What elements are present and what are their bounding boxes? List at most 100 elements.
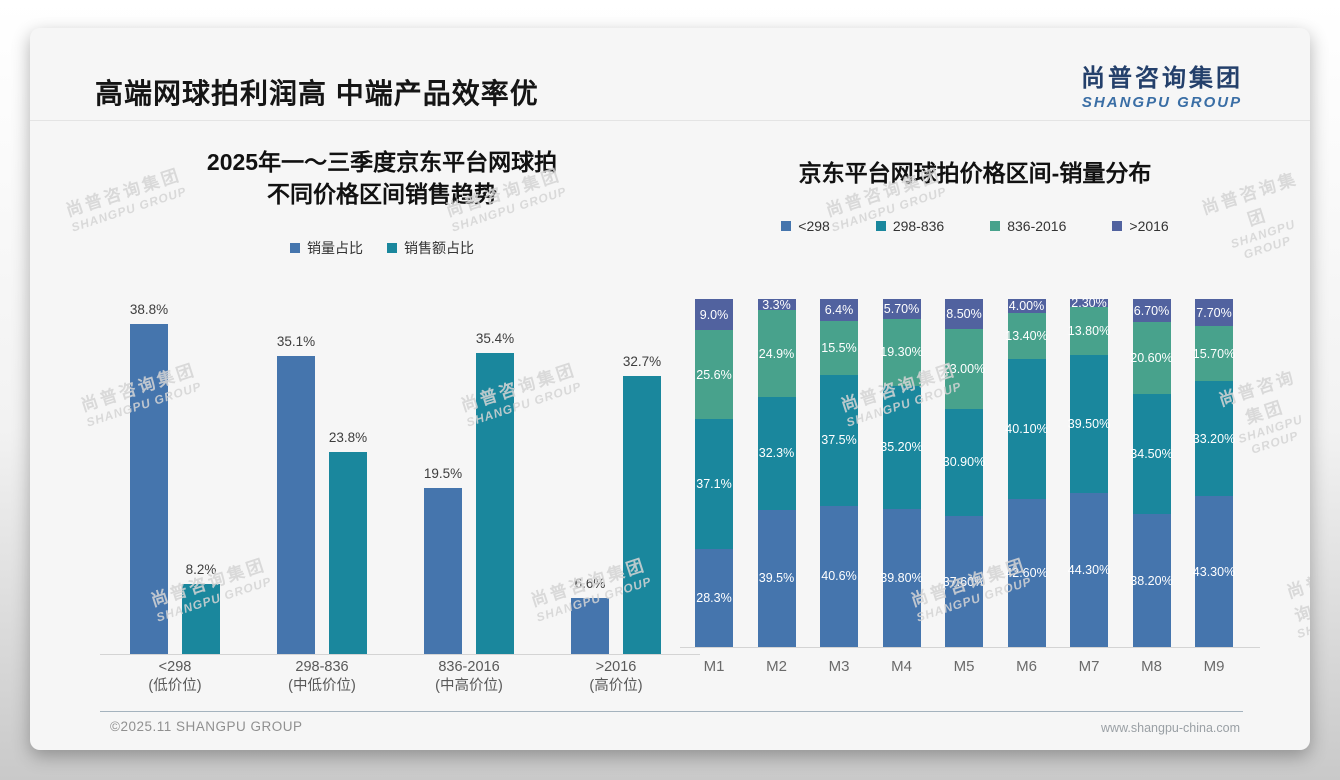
x-label: M6 bbox=[1016, 658, 1037, 675]
segment-298-836: 35.20% bbox=[880, 386, 923, 509]
left-x-axis-labels: <298 (低价位) 298-836 (中低价位) 836-2016 (中高价位) >201… bbox=[100, 658, 700, 708]
legend-label: 销售额占比 bbox=[404, 240, 474, 256]
segment-label: 8.50% bbox=[946, 306, 982, 321]
left-plot: 38.8% 35.1% 19.5% 6.6% 8.2% 23.8% 35.4% 32.7% bbox=[100, 302, 700, 655]
x-label: M5 bbox=[953, 658, 975, 675]
legend-item: 836-2016 bbox=[990, 218, 1066, 234]
legend-label: 销量占比 bbox=[307, 240, 363, 256]
segment-<298: 43.30% bbox=[1192, 496, 1236, 647]
bar-销量占比-298-836 bbox=[277, 355, 315, 654]
segment-label: 15.70% bbox=[1192, 346, 1236, 361]
segment-label: 13.80% bbox=[1067, 324, 1111, 339]
x-label-main: >2016 bbox=[595, 659, 637, 675]
x-label: M8 bbox=[1141, 658, 1162, 675]
segment-<298: 38.20% bbox=[1130, 514, 1173, 647]
segment-label: 13.40% bbox=[1005, 329, 1048, 344]
segment-<298: 42.60% bbox=[1005, 498, 1048, 647]
left-chart-title-line2: 不同价格区间销售趋势 bbox=[267, 181, 497, 207]
left-chart-legend: 销量占比 销售额占比 bbox=[82, 238, 682, 258]
x-label: M3 bbox=[828, 658, 850, 675]
segment->2016: 6.4% bbox=[820, 299, 858, 322]
bar-销售额占比-836-2016 bbox=[476, 353, 514, 654]
segment->2016: 6.70% bbox=[1132, 299, 1171, 323]
segment-836-2016: 23.00% bbox=[942, 328, 986, 409]
x-label-main: 836-2016 bbox=[438, 659, 500, 675]
logo-cn-text: 尚普咨询集团 bbox=[1081, 65, 1243, 92]
segment-label: 30.90% bbox=[942, 455, 986, 470]
footer-divider bbox=[100, 711, 1243, 712]
segment-label: 34.50% bbox=[1130, 447, 1173, 462]
stacked-bar-M1: 9.0% 25.6% 37.1% 28.3% bbox=[695, 299, 733, 647]
segment-298-836: 32.3% bbox=[757, 397, 796, 510]
stacked-bar-M5: 8.50% 23.00% 30.90% 37.60% bbox=[942, 299, 986, 647]
segment-836-2016: 25.6% bbox=[695, 330, 733, 420]
x-label-sub: (中高价位) bbox=[435, 678, 503, 694]
segment-298-836: 34.50% bbox=[1130, 394, 1173, 515]
segment-836-2016: 24.9% bbox=[757, 310, 796, 398]
stacked-bar-M3: 6.4% 15.5% 37.5% 40.6% bbox=[820, 299, 858, 647]
segment-836-2016: 13.40% bbox=[1005, 312, 1048, 360]
x-label: M9 bbox=[1203, 658, 1225, 675]
x-label-main: <298 bbox=[158, 659, 192, 675]
legend-swatch bbox=[290, 243, 300, 253]
segment-label: 37.60% bbox=[942, 574, 986, 589]
bar-value-label: 6.6% bbox=[574, 575, 606, 591]
segment->2016: 9.0% bbox=[695, 299, 733, 331]
segment-label: 15.5% bbox=[821, 341, 857, 356]
watermark: 尚普咨询集团 SHANGPU GROUP bbox=[1280, 560, 1310, 655]
bar-value-label: 32.7% bbox=[622, 354, 662, 369]
segment-<298: 40.6% bbox=[820, 505, 858, 647]
legend-item: 298-836 bbox=[875, 218, 945, 234]
segment-label: 37.1% bbox=[696, 476, 732, 491]
segment-label: 44.30% bbox=[1067, 562, 1111, 577]
segment-label: 4.00% bbox=[1008, 298, 1045, 313]
segment-label: 23.00% bbox=[942, 361, 986, 376]
segment->2016: 8.50% bbox=[945, 299, 983, 329]
bar-value-label: 35.4% bbox=[475, 331, 515, 347]
legend-item: 销售额占比 bbox=[387, 238, 474, 258]
stacked-bar-M7: 2.30% 13.80% 39.50% 44.30% bbox=[1067, 296, 1111, 647]
footer-website: www.shangpu-china.com bbox=[1101, 721, 1240, 735]
segment-label: 32.3% bbox=[758, 446, 795, 461]
logo-en-text: SHANGPU GROUP bbox=[1081, 94, 1243, 111]
segment-label: 6.4% bbox=[824, 303, 854, 318]
legend-swatch bbox=[781, 221, 792, 231]
segment-label: 37.5% bbox=[821, 433, 857, 448]
segment->2016: 2.30% bbox=[1070, 296, 1108, 311]
segment-298-836: 40.10% bbox=[1005, 359, 1048, 499]
segment->2016: 5.70% bbox=[882, 299, 921, 319]
x-label: M2 bbox=[766, 658, 787, 675]
x-label: >2016 (高价位) bbox=[541, 658, 691, 696]
legend-label: <298 bbox=[798, 218, 830, 234]
bar-value-label: 8.2% bbox=[185, 562, 217, 578]
segment-label: 28.3% bbox=[696, 590, 732, 605]
legend-item: <298 bbox=[781, 218, 830, 234]
legend-item: 销量占比 bbox=[290, 238, 363, 258]
segment-label: 43.30% bbox=[1192, 564, 1236, 579]
x-label: <298 (低价位) bbox=[100, 658, 250, 696]
bar-销售额占比-<298 bbox=[182, 584, 220, 654]
segment-label: 2.30% bbox=[1071, 296, 1107, 311]
segment-label: 6.70% bbox=[1133, 303, 1170, 318]
footer-copyright: ©2025.11 SHANGPU GROUP bbox=[110, 719, 303, 734]
slide: 高端网球拍利润高 中端产品效率优 尚普咨询集团 SHANGPU GROUP 20… bbox=[30, 28, 1310, 750]
bar-销量占比-836-2016 bbox=[424, 488, 462, 654]
segment-label: 42.60% bbox=[1005, 565, 1048, 580]
stacked-bar-M8: 6.70% 20.60% 34.50% 38.20% bbox=[1130, 299, 1173, 647]
segment-836-2016: 13.80% bbox=[1067, 307, 1111, 356]
x-label: M4 bbox=[891, 658, 912, 675]
segment-label: 19.30% bbox=[880, 345, 923, 360]
stacked-bar-M9: 7.70% 15.70% 33.20% 43.30% bbox=[1192, 299, 1236, 647]
segment-label: 5.70% bbox=[883, 301, 920, 316]
segment-label: 40.6% bbox=[821, 569, 857, 584]
right-chart-title: 京东平台网球拍价格区间-销量分布 bbox=[798, 160, 1152, 186]
x-label: 298-836 (中低价位) bbox=[247, 658, 397, 696]
x-label: M7 bbox=[1078, 658, 1100, 675]
x-label: M1 bbox=[703, 658, 725, 675]
bar-value-label: 35.1% bbox=[276, 333, 316, 349]
segment-label: 20.60% bbox=[1130, 351, 1173, 366]
stacked-bar-M4: 5.70% 19.30% 35.20% 39.80% bbox=[880, 299, 923, 647]
legend-label: >2016 bbox=[1129, 218, 1169, 234]
x-label: 836-2016 (中高价位) bbox=[394, 658, 544, 696]
legend-label: 298-836 bbox=[892, 218, 945, 234]
